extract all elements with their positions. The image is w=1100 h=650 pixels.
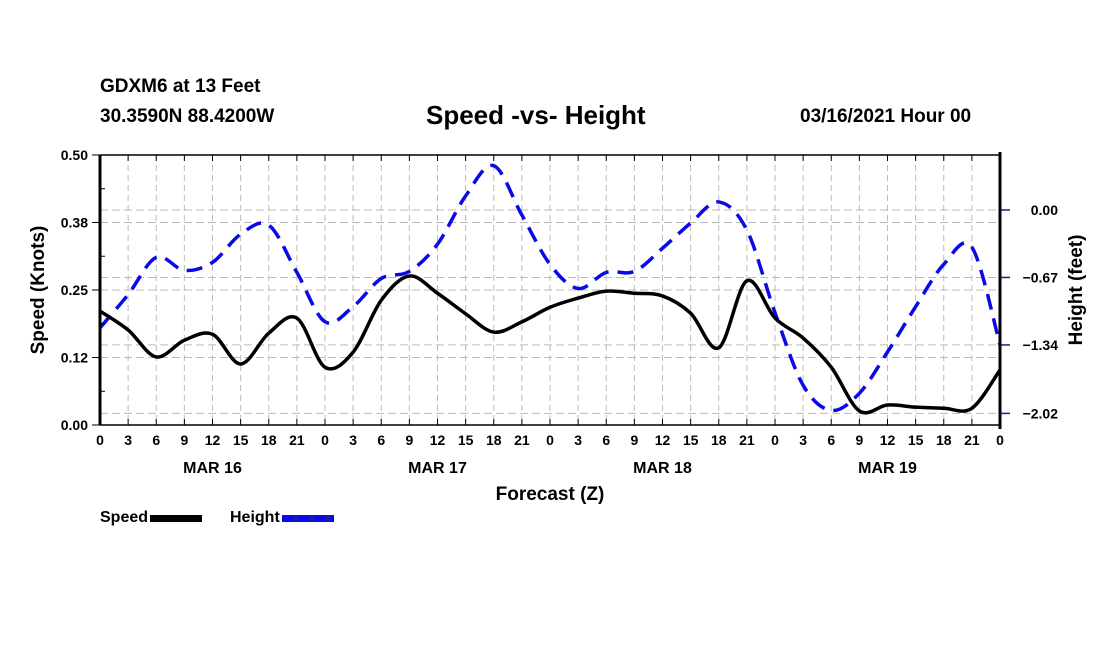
x-tick-label: 18: [486, 432, 502, 448]
datetime-label: 03/16/2021 Hour 00: [800, 106, 972, 127]
x-tick-label: 21: [964, 432, 980, 448]
x-tick-label: 3: [799, 432, 807, 448]
y-tick-label: 0.12: [61, 350, 88, 366]
x-axis-title: Forecast (Z): [496, 484, 605, 505]
x-tick-label: 15: [683, 432, 699, 448]
axis-labels: 0 3 6 9 12 15 18 21 0 3 6 9 12 15 18 21 0 3 6 9 12 15 18 21 0 3 6 9…: [61, 147, 1058, 477]
x-tick-label: 6: [152, 432, 160, 448]
y2-tick-label: −0.67: [1023, 269, 1059, 285]
legend-height-label: Height: [230, 509, 280, 526]
date-label: MAR 16: [183, 460, 242, 477]
y2-tick-label: −1.34: [1023, 337, 1059, 353]
legend-height: Height: [230, 509, 334, 527]
height-line: [98, 163, 1002, 413]
x-tick-label: 18: [936, 432, 952, 448]
x-tick-label: 15: [233, 432, 249, 448]
x-tick-label: 0: [771, 432, 779, 448]
x-tick-label: 9: [405, 432, 413, 448]
x-tick-label: 15: [458, 432, 474, 448]
station-label: GDXM6 at 13 Feet: [100, 76, 261, 97]
x-tick-label: 12: [205, 432, 221, 448]
x-tick-label: 15: [908, 432, 924, 448]
y-axis-title: Speed (Knots): [28, 226, 49, 355]
speed-line: [99, 274, 1002, 415]
legend-height-swatch: [281, 514, 334, 522]
x-tick-label: 3: [574, 432, 582, 448]
y-tick-label: 0.50: [61, 147, 88, 163]
legend-speed-label: Speed: [100, 509, 149, 526]
y-tick-label: 0.25: [61, 282, 88, 298]
x-tick-label: 3: [349, 432, 357, 448]
x-tick-label: 6: [377, 432, 385, 448]
x-tick-label: 12: [880, 432, 896, 448]
x-tick-label: 9: [630, 432, 638, 448]
x-tick-label: 0: [96, 432, 104, 448]
x-tick-label: 12: [655, 432, 671, 448]
date-label: MAR 19: [858, 460, 917, 477]
x-tick-label: 0: [321, 432, 329, 448]
x-tick-label: 6: [827, 432, 835, 448]
grid-lines: [100, 155, 1000, 425]
x-tick-label: 3: [124, 432, 132, 448]
x-tick-label: 21: [289, 432, 305, 448]
x-tick-label: 21: [514, 432, 530, 448]
y-tick-label: 0.38: [61, 215, 88, 231]
chart-title: Speed -vs- Height: [426, 100, 646, 130]
speed-series: [99, 274, 1002, 415]
date-label: MAR 18: [633, 460, 692, 477]
x-tick-label: 21: [739, 432, 755, 448]
x-tick-label: 0: [546, 432, 554, 448]
x-tick-label: 9: [855, 432, 863, 448]
y-tick-label: 0.00: [61, 417, 88, 433]
axes: [92, 152, 1010, 429]
x-tick-label: 18: [711, 432, 727, 448]
x-tick-label: 0: [996, 432, 1004, 448]
y2-tick-label: −2.02: [1023, 405, 1059, 421]
coordinates-label: 30.3590N 88.4200W: [100, 106, 275, 127]
y2-axis-title: Height (feet): [1066, 235, 1087, 346]
x-tick-label: 6: [602, 432, 610, 448]
legend-speed-swatch: [150, 514, 203, 522]
y2-tick-label: 0.00: [1031, 202, 1058, 218]
x-tick-label: 18: [261, 432, 277, 448]
date-label: MAR 17: [408, 460, 467, 477]
height-series: [98, 163, 1002, 413]
x-tick-label: 12: [430, 432, 446, 448]
x-tick-label: 9: [180, 432, 188, 448]
legend-speed: Speed: [100, 509, 203, 527]
